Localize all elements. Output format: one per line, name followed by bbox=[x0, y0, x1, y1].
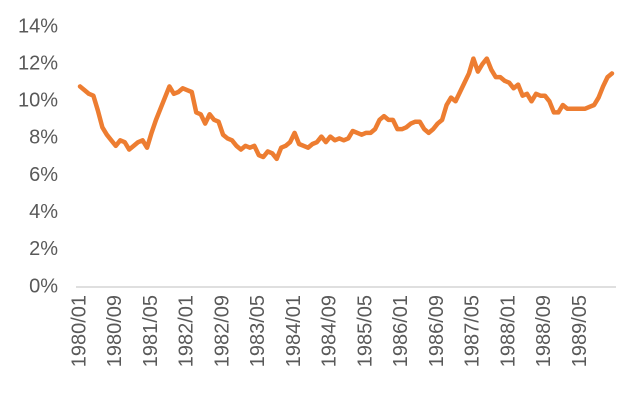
y-tick-label: 8% bbox=[29, 127, 58, 149]
x-tick-label: 1981/05 bbox=[140, 295, 162, 367]
x-tick-label: 1986/01 bbox=[390, 295, 412, 367]
x-tick-label: 1983/05 bbox=[247, 295, 269, 367]
x-tick-label: 1989/05 bbox=[569, 295, 591, 367]
x-tick-label: 1988/01 bbox=[497, 295, 519, 367]
y-tick-label: 10% bbox=[18, 90, 58, 112]
x-tick-label: 1988/09 bbox=[533, 295, 555, 367]
x-tick-label: 1984/09 bbox=[319, 295, 341, 367]
y-tick-label: 0% bbox=[29, 275, 58, 297]
x-tick-label: 1980/01 bbox=[68, 295, 90, 367]
y-tick-label: 4% bbox=[29, 201, 58, 223]
y-tick-label: 14% bbox=[18, 15, 58, 37]
y-tick-label: 2% bbox=[29, 238, 58, 260]
x-tick-label: 1985/05 bbox=[354, 295, 376, 367]
x-tick-label: 1980/09 bbox=[104, 295, 126, 367]
x-tick-label: 1982/01 bbox=[176, 295, 198, 367]
x-tick-label: 1982/09 bbox=[211, 295, 233, 367]
x-tick-label: 1984/01 bbox=[283, 295, 305, 367]
x-tick-label: 1986/09 bbox=[426, 295, 448, 367]
y-tick-label: 12% bbox=[18, 52, 58, 74]
line-series bbox=[77, 56, 615, 162]
y-tick-label: 6% bbox=[29, 164, 58, 186]
x-tick-label: 1987/05 bbox=[462, 295, 484, 367]
